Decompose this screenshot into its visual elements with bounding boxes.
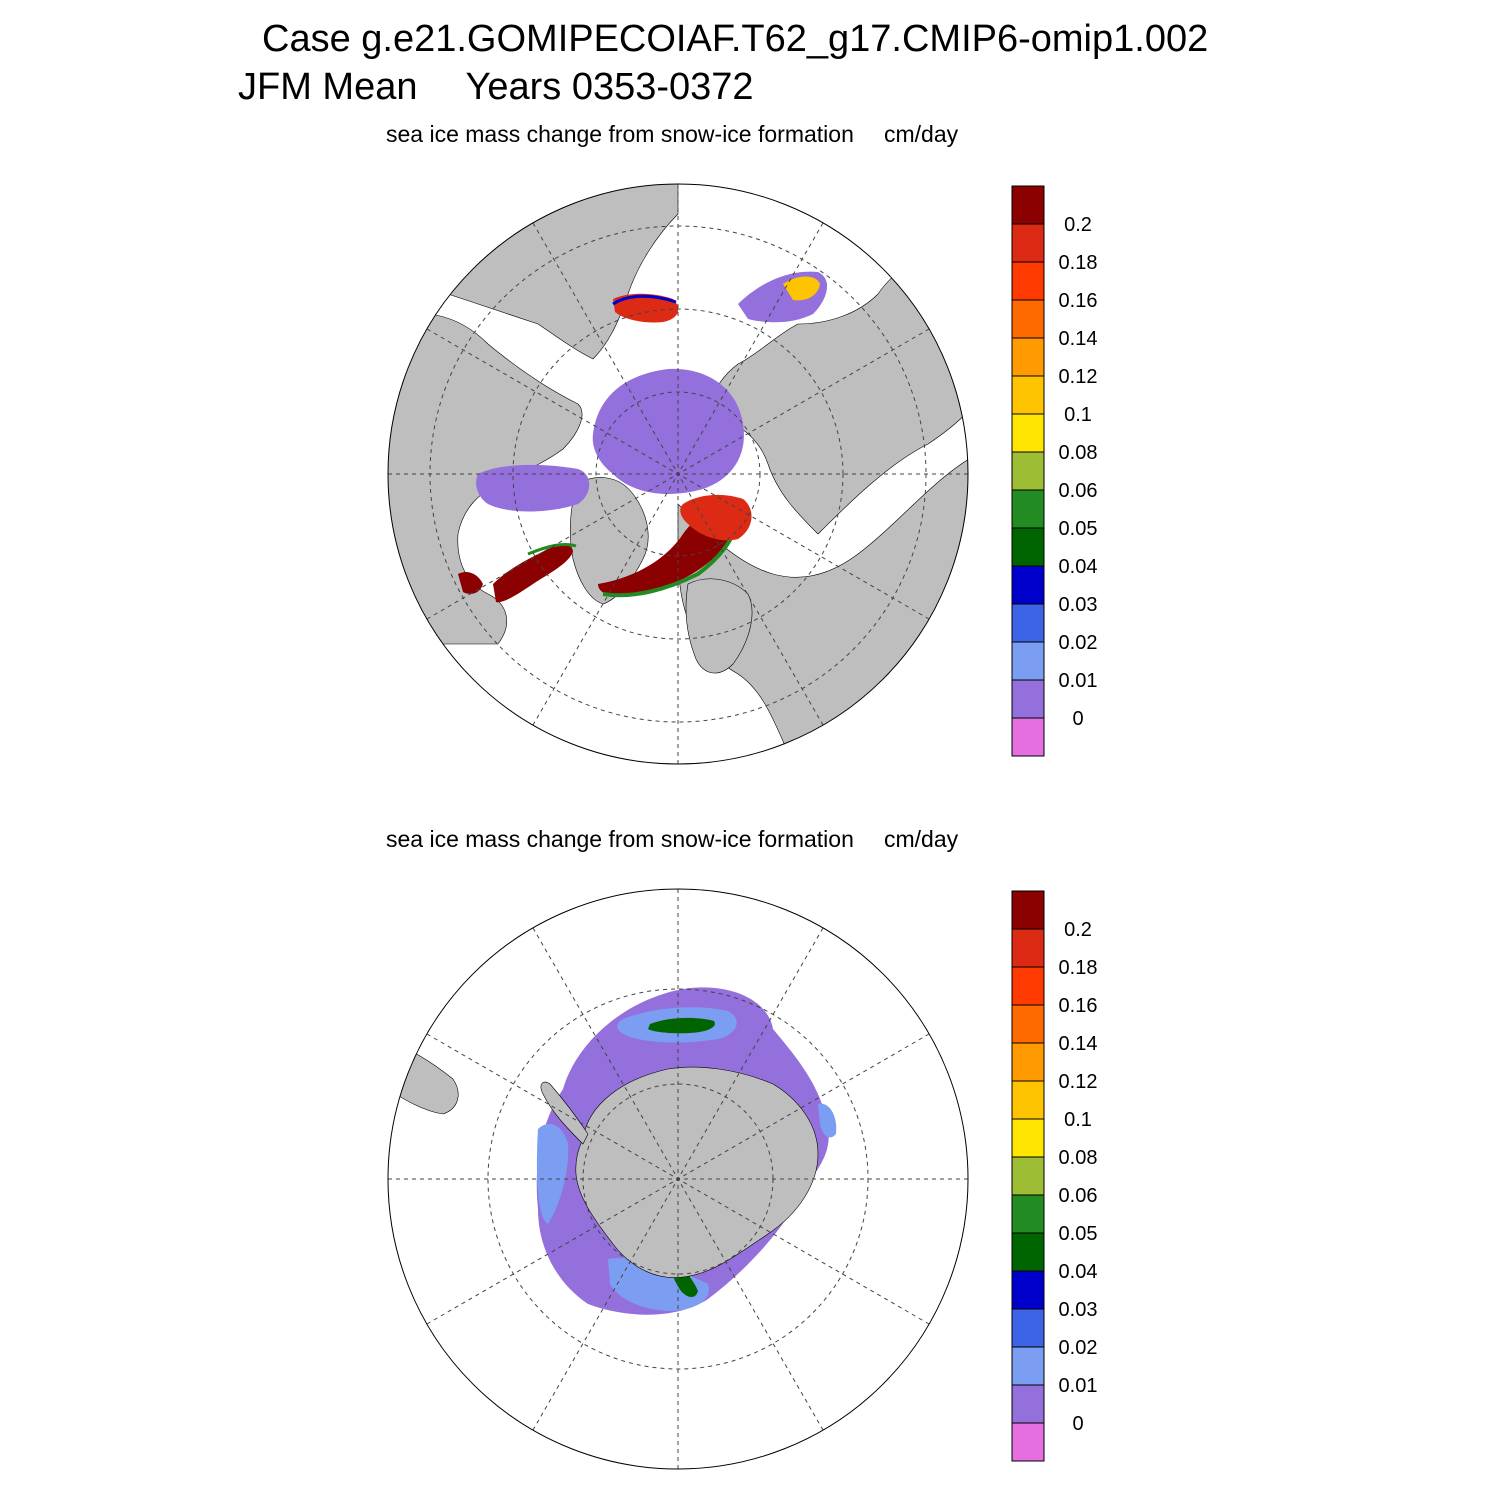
- colorbar-swatch: [1011, 641, 1045, 681]
- figure-title-case: Case g.e21.GOMIPECOIAF.T62_g17.CMIP6-omi…: [262, 18, 1209, 60]
- colorbar-label: 0.1: [1064, 404, 1092, 426]
- figure-title-period: JFM Mean Years 0353-0372: [238, 66, 754, 109]
- south-antarctica-land: [575, 1066, 819, 1278]
- colorbar-swatch: [1011, 1270, 1045, 1310]
- colorbar-swatch: [1011, 413, 1045, 453]
- north-graticule: [388, 184, 968, 764]
- colorbar-swatch: [1011, 890, 1045, 930]
- south-amundsen-band: [536, 1124, 569, 1224]
- colorbar-label: 0.02: [1059, 632, 1098, 654]
- colorbar-swatch: [1011, 1042, 1045, 1082]
- north-bering-edge: [612, 294, 677, 306]
- colorbar-label: 0.14: [1059, 328, 1098, 350]
- colorbar-label: 0: [1072, 1413, 1083, 1435]
- colorbar-swatch: [1011, 1308, 1045, 1348]
- colorbar-label: 0.06: [1059, 480, 1098, 502]
- north-map-border: [387, 183, 969, 765]
- south-colorbar-swatches: [1011, 890, 1045, 1462]
- colorbar-swatch: [1011, 375, 1045, 415]
- colorbar-swatch: [1011, 1232, 1045, 1272]
- colorbar-label: 0.14: [1059, 1033, 1098, 1055]
- south-panel-units: cm/day: [884, 826, 959, 852]
- north-colorbar-labels: 0.2 0.18 0.16 0.14 0.12 0.1 0.08 0.06 0.05 0.04 0.…: [1059, 214, 1098, 730]
- colorbar-label: 0.01: [1059, 1375, 1098, 1397]
- colorbar-label: 0.02: [1059, 1337, 1098, 1359]
- colorbar-label: 0.03: [1059, 1299, 1098, 1321]
- colorbar-swatch: [1011, 489, 1045, 529]
- colorbar-swatch: [1011, 679, 1045, 719]
- north-panel-label: sea ice mass change from snow-ice format…: [386, 121, 854, 147]
- south-weddell-core: [648, 1017, 715, 1034]
- colorbar-swatch: [1011, 717, 1045, 757]
- colorbar-swatch: [1011, 185, 1045, 225]
- south-colorbar-labels: 0.2 0.18 0.16 0.14 0.12 0.1 0.08 0.06 0.05 0.04 0.…: [1059, 919, 1098, 1435]
- colorbar-swatch: [1011, 223, 1045, 263]
- colorbar-label: 0.08: [1059, 1147, 1098, 1169]
- colorbar-label: 0.12: [1059, 366, 1098, 388]
- colorbar-swatch: [1011, 565, 1045, 605]
- colorbar-label: 0.08: [1059, 442, 1098, 464]
- south-ross-band: [608, 1258, 709, 1311]
- colorbar-swatch: [1011, 1080, 1045, 1120]
- colorbar-label: 0: [1072, 708, 1083, 730]
- colorbar-label: 0.2: [1064, 214, 1092, 236]
- colorbar-label: 0.16: [1059, 290, 1098, 312]
- period-label: JFM Mean: [238, 66, 418, 108]
- south-graticule: [388, 889, 968, 1469]
- colorbar-label: 0.16: [1059, 995, 1098, 1017]
- colorbar-swatch: [1011, 1422, 1045, 1462]
- colorbar-swatch: [1011, 966, 1045, 1006]
- colorbar-label: 0.2: [1064, 919, 1092, 941]
- north-polar-map: [387, 183, 969, 765]
- colorbar-swatch: [1011, 928, 1045, 968]
- north-colorbar-swatches: [1011, 185, 1045, 757]
- colorbar-label: 0.18: [1059, 252, 1098, 274]
- south-map-border: [387, 888, 969, 1470]
- colorbar-swatch: [1011, 1118, 1045, 1158]
- colorbar-swatch: [1011, 337, 1045, 377]
- colorbar-swatch: [1011, 1346, 1045, 1386]
- colorbar-label: 0.06: [1059, 1185, 1098, 1207]
- south-colorbar: 0.2 0.18 0.16 0.14 0.12 0.1 0.08 0.06 0.05 0.04 0.…: [1011, 890, 1098, 1462]
- colorbar-label: 0.04: [1059, 1261, 1098, 1283]
- north-sea-ice-hudson: [476, 464, 590, 512]
- colorbar-label: 0.03: [1059, 594, 1098, 616]
- colorbar-swatch: [1011, 1156, 1045, 1196]
- north-scandinavia-land: [685, 578, 753, 674]
- north-sea-ice-core: [592, 368, 744, 494]
- north-okhotsk-core: [783, 276, 820, 301]
- colorbar-label: 0.18: [1059, 957, 1098, 979]
- colorbar-swatch: [1011, 451, 1045, 491]
- north-panel-units: cm/day: [884, 121, 959, 147]
- colorbar-label: 0.01: [1059, 670, 1098, 692]
- colorbar-label: 0.05: [1059, 1223, 1098, 1245]
- north-labrador-band: [493, 544, 573, 603]
- colorbar-label: 0.05: [1059, 518, 1098, 540]
- colorbar-swatch: [1011, 603, 1045, 643]
- south-polar-map: [387, 888, 969, 1470]
- north-siberia-land: [707, 251, 968, 535]
- colorbar-swatch: [1011, 1384, 1045, 1424]
- north-colorbar: 0.2 0.18 0.16 0.14 0.12 0.1 0.08 0.06 0.05 0.04 0.…: [1011, 185, 1098, 757]
- colorbar-swatch: [1011, 1004, 1045, 1044]
- north-bering-patch: [613, 293, 679, 323]
- colorbar-swatch: [1011, 527, 1045, 567]
- south-panel-label: sea ice mass change from snow-ice format…: [386, 826, 854, 852]
- colorbar-swatch: [1011, 261, 1045, 301]
- south-peninsula-land: [540, 1081, 589, 1145]
- colorbar-swatch: [1011, 1194, 1045, 1234]
- years-label: Years 0353-0372: [465, 66, 754, 108]
- colorbar-label: 0.12: [1059, 1071, 1098, 1093]
- colorbar-label: 0.1: [1064, 1109, 1092, 1131]
- colorbar-swatch: [1011, 299, 1045, 339]
- colorbar-label: 0.04: [1059, 556, 1098, 578]
- south-east-patch: [818, 1103, 837, 1138]
- north-gulf-patch: [458, 572, 483, 594]
